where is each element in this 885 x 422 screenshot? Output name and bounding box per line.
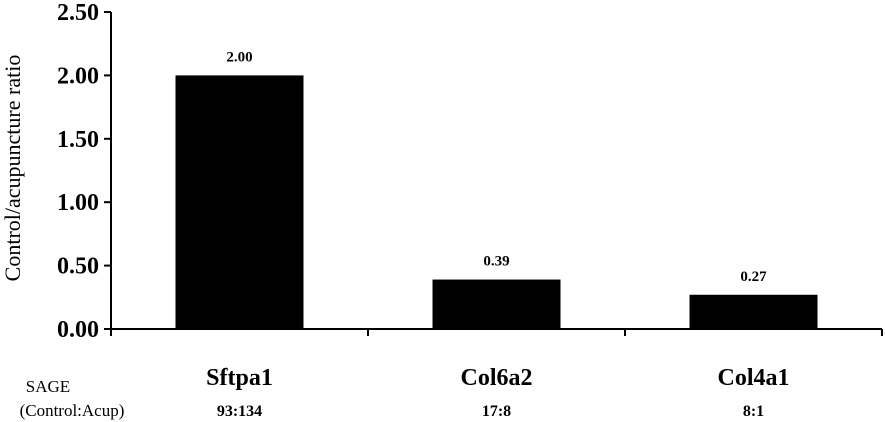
data-label: 2.00 [226, 49, 252, 65]
sage-title: SAGE [26, 377, 70, 396]
y-tick-label: 1.50 [57, 127, 99, 153]
y-tick-label: 2.50 [57, 0, 99, 26]
bar [689, 294, 818, 329]
sage-value: 8:1 [743, 403, 764, 420]
data-label: 0.27 [740, 269, 767, 285]
y-tick-label: 0.50 [57, 254, 99, 280]
labels: 0.00 0.50 1.00 1.50 2.00 2.50 2.00 Sftpa1 93:134… [57, 0, 790, 420]
y-tick-label: 2.00 [57, 63, 99, 89]
y-tick-label: 1.00 [57, 190, 99, 216]
bar [175, 75, 304, 330]
sage-value: 93:134 [217, 403, 262, 420]
y-axis-title: Control/acupuncture ratio [0, 55, 25, 282]
y-tick-label: 0.00 [57, 317, 99, 343]
bars [175, 75, 818, 330]
category-label: Col4a1 [718, 365, 790, 391]
bar [432, 279, 561, 329]
category-label: Col6a2 [461, 365, 533, 391]
data-label: 0.39 [483, 254, 509, 270]
category-label: Sftpa1 [206, 365, 273, 391]
sage-subtitle: (Control:Acup) [20, 401, 125, 420]
sage-value: 17:8 [482, 403, 511, 420]
